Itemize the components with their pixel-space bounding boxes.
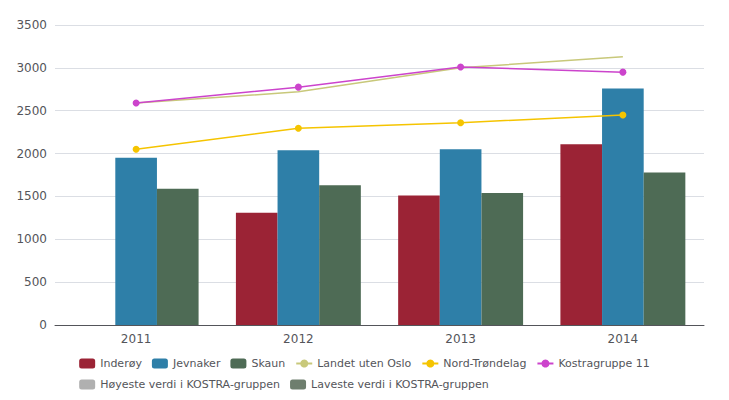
svg-text:1500: 1500 (16, 189, 47, 203)
svg-text:Høyeste verdi i KOSTRA-gruppen: Høyeste verdi i KOSTRA-gruppen (100, 378, 280, 391)
svg-text:Laveste verdi i KOSTRA-gruppen: Laveste verdi i KOSTRA-gruppen (311, 378, 489, 391)
svg-text:2014: 2014 (608, 332, 639, 346)
svg-text:0: 0 (39, 318, 47, 332)
svg-text:Kostragruppe 11: Kostragruppe 11 (558, 357, 649, 370)
svg-text:2500: 2500 (16, 104, 47, 118)
svg-text:3000: 3000 (16, 61, 47, 75)
svg-text:2012: 2012 (283, 332, 314, 346)
svg-text:Landet uten Oslo: Landet uten Oslo (317, 357, 411, 370)
svg-text:Skaun: Skaun (251, 357, 285, 370)
svg-text:2011: 2011 (121, 332, 152, 346)
svg-text:Nord-Trøndelag: Nord-Trøndelag (443, 357, 526, 370)
svg-text:Inderøy: Inderøy (100, 357, 142, 370)
svg-text:Jevnaker: Jevnaker (172, 357, 221, 370)
svg-text:500: 500 (24, 275, 47, 289)
svg-text:1000: 1000 (16, 232, 47, 246)
svg-text:2000: 2000 (16, 147, 47, 161)
svg-text:3500: 3500 (16, 18, 47, 32)
svg-text:2013: 2013 (445, 332, 476, 346)
